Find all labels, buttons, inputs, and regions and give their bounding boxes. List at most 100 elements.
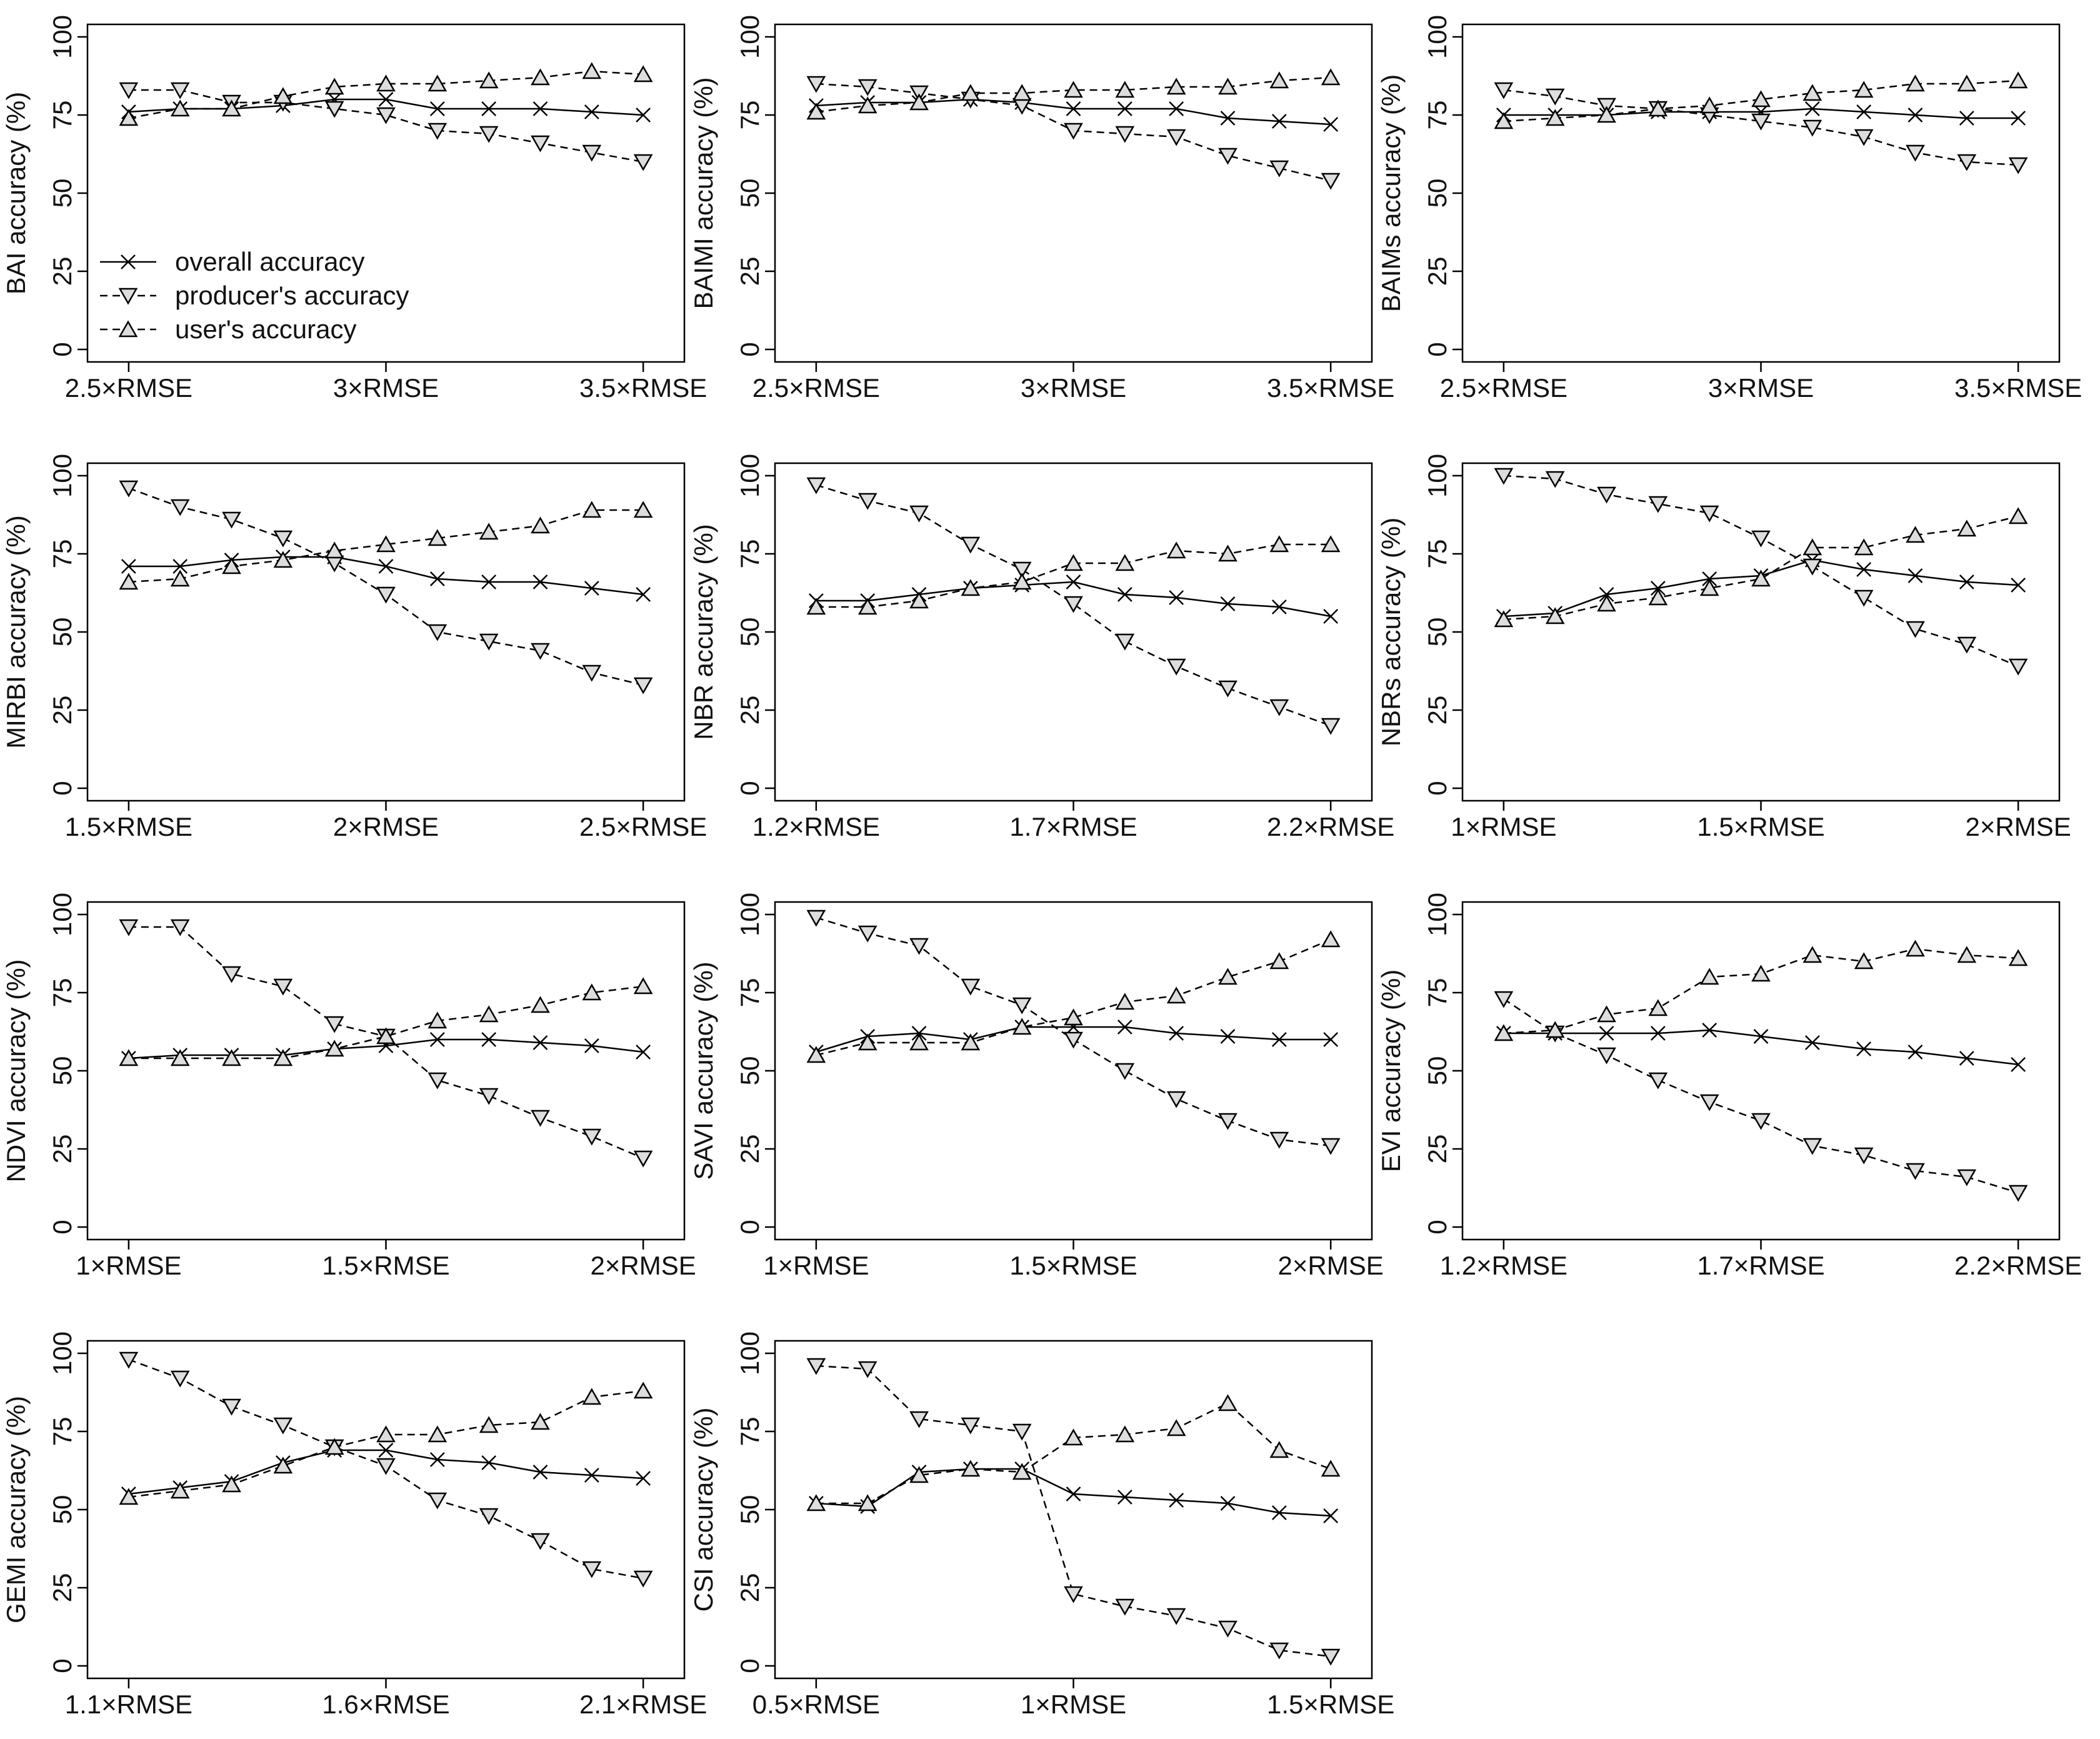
marker: [1169, 590, 1184, 605]
marker: [806, 1046, 826, 1063]
marker: [582, 1561, 602, 1578]
y-tick-label: 50: [48, 179, 77, 208]
marker: [119, 82, 139, 99]
x-tick-label: 3.5×RMSE: [579, 373, 707, 403]
y-tick-label: 75: [48, 101, 77, 130]
marker: [806, 76, 826, 93]
marker: [911, 1026, 927, 1041]
y-tick-label: 0: [1422, 342, 1452, 356]
marker: [1218, 1113, 1238, 1130]
marker: [909, 591, 929, 609]
marker: [582, 144, 602, 162]
marker: [1166, 1608, 1186, 1625]
series-line: [128, 985, 644, 1060]
marker: [324, 1438, 344, 1455]
marker: [1166, 78, 1186, 95]
marker: [1854, 952, 1874, 970]
plot-frame: [774, 462, 1373, 802]
x-tick-label: 2×RMSE: [591, 1251, 696, 1280]
marker: [1648, 588, 1668, 606]
marker: [479, 1508, 499, 1525]
marker: [376, 1458, 396, 1475]
marker: [961, 1460, 981, 1477]
marker: [119, 480, 139, 498]
series-line: [1503, 559, 2019, 618]
series-line: [816, 484, 1331, 727]
y-tick-label: 50: [48, 1495, 77, 1525]
marker: [121, 559, 136, 574]
marker: [806, 1358, 826, 1375]
marker: [1650, 1026, 1666, 1041]
marker: [1117, 587, 1132, 602]
marker: [1804, 101, 1820, 116]
marker: [909, 505, 929, 523]
marker: [531, 516, 550, 534]
marker: [1702, 571, 1718, 586]
marker: [273, 530, 293, 548]
marker: [428, 1492, 448, 1510]
marker: [479, 1088, 499, 1105]
marker: [1751, 569, 1771, 587]
marker: [1271, 599, 1287, 614]
marker: [273, 1417, 293, 1435]
y-tick-label: 50: [735, 1495, 764, 1525]
marker: [119, 109, 139, 126]
marker: [1959, 574, 1974, 589]
y-tick-label: 50: [1422, 1056, 1452, 1086]
marker: [429, 101, 445, 116]
marker: [1699, 505, 1719, 523]
marker: [1115, 1063, 1135, 1080]
marker: [1648, 99, 1668, 117]
y-tick-label: 50: [735, 618, 764, 647]
y-tick-label: 100: [1422, 454, 1452, 498]
plot-frame: [1461, 462, 2061, 802]
marker: [1269, 1441, 1289, 1458]
marker: [222, 99, 241, 117]
y-tick-label: 25: [735, 696, 764, 725]
marker: [806, 910, 826, 927]
marker: [273, 978, 293, 996]
marker: [1494, 991, 1514, 1008]
marker: [170, 82, 190, 99]
marker: [1856, 562, 1872, 577]
y-tick-label: 50: [1422, 618, 1452, 647]
y-axis-label: NBR accuracy (%): [689, 524, 718, 739]
marker: [479, 1005, 499, 1023]
marker: [1494, 82, 1514, 99]
marker: [584, 581, 599, 596]
marker: [1751, 530, 1771, 548]
marker: [1115, 554, 1135, 571]
marker: [582, 1128, 602, 1146]
marker: [1908, 1045, 1923, 1060]
marker: [1012, 997, 1032, 1015]
marker: [1012, 84, 1032, 101]
marker: [1959, 111, 1974, 126]
series-line: [1503, 998, 2019, 1194]
marker: [582, 62, 602, 79]
marker: [532, 1035, 548, 1050]
y-tick-label: 100: [48, 1331, 77, 1375]
x-tick-label: 1.2×RMSE: [1440, 1251, 1568, 1280]
marker: [1269, 699, 1289, 716]
plot-frame: [86, 1340, 686, 1680]
marker: [273, 87, 293, 104]
marker: [858, 1494, 878, 1511]
marker: [1218, 544, 1238, 562]
marker: [1650, 581, 1666, 596]
marker: [1115, 633, 1135, 651]
marker: [119, 1488, 139, 1505]
marker: [1269, 1131, 1289, 1149]
y-tick-label: 75: [1422, 978, 1452, 1008]
x-tick-label: 1.5×RMSE: [1267, 1690, 1394, 1719]
marker: [531, 135, 550, 153]
x-tick-label: 3×RMSE: [333, 373, 439, 403]
marker: [428, 1011, 448, 1029]
x-tick-label: 1.6×RMSE: [322, 1690, 449, 1719]
y-axis-label: NDVI accuracy (%): [1, 959, 31, 1182]
marker: [1321, 535, 1341, 553]
marker: [1064, 123, 1083, 140]
marker: [1117, 1020, 1132, 1035]
marker: [376, 586, 396, 604]
marker: [1545, 109, 1565, 126]
marker: [429, 1032, 445, 1047]
